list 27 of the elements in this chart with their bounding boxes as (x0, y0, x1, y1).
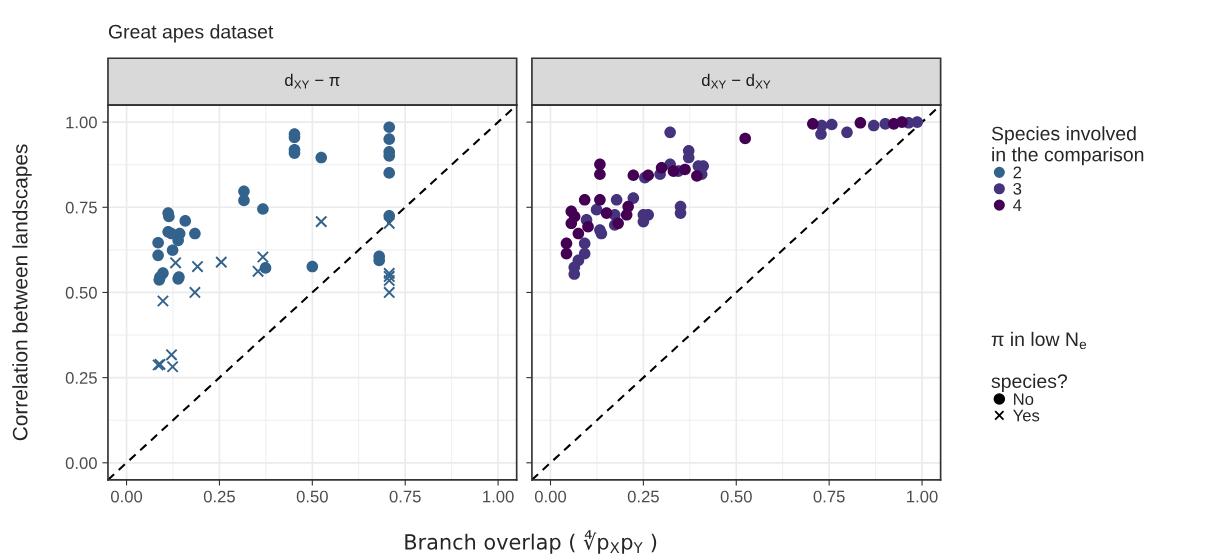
y-axis-title: Correlation between landscapes (12, 144, 32, 441)
x-tick-label: 0.25 (627, 490, 659, 503)
text: No (1014, 393, 1034, 406)
x-tick-label: 0.50 (720, 490, 752, 503)
text: π in low N$_{e}$ species? (991, 331, 1087, 392)
chart-title: d$_{XY}$ − π (285, 73, 340, 89)
x-tick-label: 1.00 (483, 490, 514, 503)
x-tick-label: 0.75 (813, 490, 845, 503)
chart-title: d$_{XY}$ − d$_{XY}$ (701, 73, 771, 89)
y-tick-label: 0.75 (65, 201, 97, 214)
x-axis-title: Branch overlap ( ∜p$_{X}$p$_{Y}$ ) (405, 530, 657, 554)
legend-label: 4 (1013, 199, 1022, 211)
y-tick-label: 1.00 (66, 116, 97, 129)
x-tick-label: 0.25 (203, 490, 235, 503)
x-tick-label: 0.00 (534, 490, 567, 503)
x-tick-label: 0.75 (389, 490, 421, 503)
y-tick-label: 0.50 (65, 286, 97, 299)
legend-label: 3 (1013, 182, 1022, 195)
x-tick-label: 0.00 (110, 490, 143, 503)
x-tick-label: 0.50 (296, 490, 328, 503)
y-tick-label: 0.25 (65, 372, 97, 384)
legend-label: 2 (1013, 166, 1022, 179)
text: Yes (1013, 409, 1040, 422)
chart-subtitle: Great apes dataset (108, 24, 274, 43)
x-tick-label: 1.00 (907, 490, 938, 503)
y-tick-label: 0.00 (65, 457, 97, 469)
legend-title: Species involved in the comparison (991, 126, 1144, 166)
